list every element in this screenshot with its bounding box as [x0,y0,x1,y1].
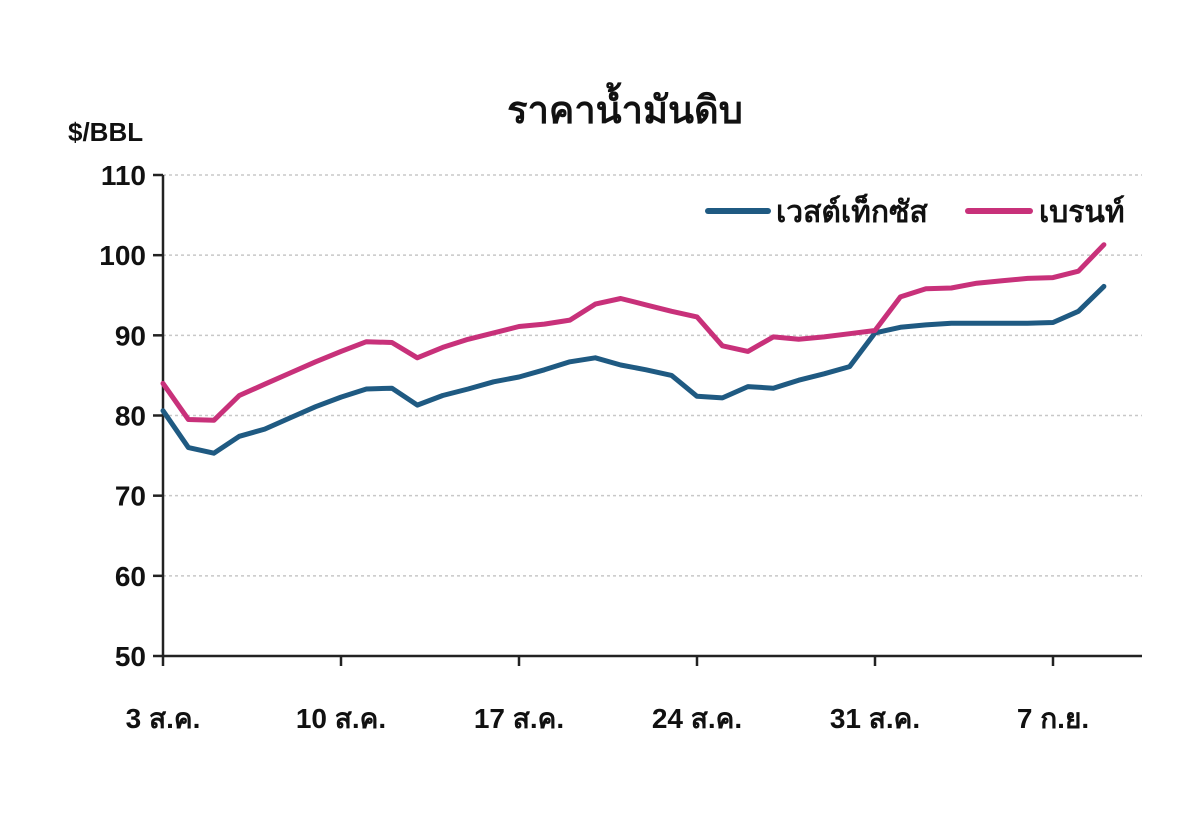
y-tick-label-100: 100 [99,240,146,271]
y-tick-label-90: 90 [115,320,146,351]
x-tick-label-5: 7 ก.ย. [1017,703,1089,734]
y-tick-label-60: 60 [115,561,146,592]
x-tick-label-2: 17 ส.ค. [474,703,564,734]
chart-title: ราคาน้ำมันดิบ [507,82,743,132]
x-tick-label-0: 3 ส.ค. [126,703,201,734]
x-tick-label-1: 10 ส.ค. [296,703,386,734]
x-tick-label-3: 24 ส.ค. [652,703,742,734]
legend-label-brent: เบรนท์ [1039,195,1125,229]
y-axis-unit-label: $/BBL [68,117,143,147]
series-line-west-texas [160,283,1107,456]
series-line-brent [160,242,1107,423]
y-tick-label-70: 70 [115,481,146,512]
x-axis-ticks: 3 ส.ค. 10 ส.ค. 17 ส.ค. 24 ส.ค. 31 ส.ค. 7 ก.ย. [126,656,1089,734]
y-tick-label-80: 80 [115,401,146,432]
x-tick-label-4: 31 ส.ค. [830,703,920,734]
legend-label-west-texas: เวสต์เท็กซัส [776,193,928,229]
y-tick-label-110: 110 [101,160,146,191]
series-lines [160,242,1107,456]
legend: เวสต์เท็กซัส เบรนท์ [705,193,1125,229]
gridlines [163,174,1142,577]
y-tick-label-50: 50 [115,641,146,672]
y-axis-ticks: 50 60 70 80 90 100 110 [99,160,163,672]
